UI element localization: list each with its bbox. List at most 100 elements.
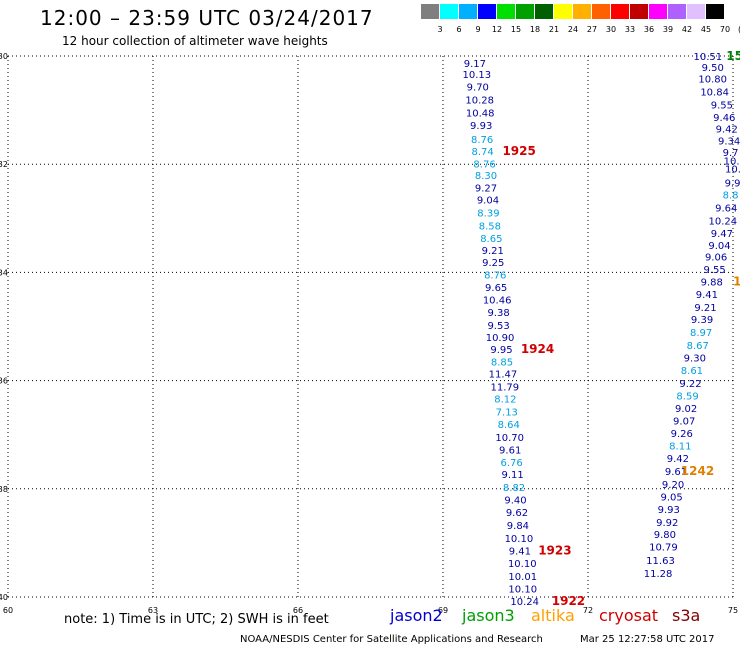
wave-height-value: 9.61 <box>665 467 687 478</box>
time-mark: 1923 <box>538 543 571 557</box>
wave-height-value: 9.41 <box>509 546 531 557</box>
note-text: note: 1) Time is in UTC; 2) SWH is in fe… <box>64 612 329 627</box>
wave-height-value: 8.61 <box>681 366 703 377</box>
wave-height-value: 9.11 <box>501 470 523 481</box>
wave-height-value: 9.95 <box>490 345 512 356</box>
x-tick-label: 66 <box>293 606 303 615</box>
wave-height-value: 9.39 <box>691 315 713 326</box>
wave-height-value: 9.88 <box>701 278 723 289</box>
satellite-name-altika: altika <box>531 606 575 625</box>
wave-height-value: 10.90 <box>486 333 515 344</box>
wave-height-value: 9.05 <box>660 492 682 503</box>
wave-height-value: 10. <box>724 156 740 167</box>
wave-height-value: 9.25 <box>482 258 504 269</box>
wave-height-value: 6.76 <box>501 458 523 469</box>
legend-swatch <box>535 4 553 19</box>
timestamp-text: Mar 25 12:27:58 UTC 2017 <box>580 634 715 645</box>
legend-swatch <box>611 4 629 19</box>
wave-height-value: 11.79 <box>491 383 520 394</box>
wave-height-value: 8.82 <box>503 483 525 494</box>
wave-height-value: 9.70 <box>467 82 489 93</box>
y-tick-label: -32 <box>0 160 8 169</box>
wave-height-value: 8.85 <box>491 358 513 369</box>
wave-height-value: 7.13 <box>496 407 518 418</box>
satellite-name-jason3: jason3 <box>462 606 515 625</box>
wave-height-value: 9.55 <box>711 101 733 112</box>
wave-height-value: 10.28 <box>465 95 494 106</box>
legend-swatch <box>706 4 724 19</box>
legend-label: 6 <box>456 25 462 34</box>
wave-height-value: 10. <box>725 165 740 176</box>
wave-height-value: 9.42 <box>716 124 738 135</box>
wave-height-value: 9.9 <box>725 179 740 190</box>
time-mark: 1922 <box>552 594 585 608</box>
credit-text: NOAA/NESDIS Center for Satellite Applica… <box>240 634 543 645</box>
legend-swatch <box>516 4 534 19</box>
legend-label: 45 <box>700 25 712 34</box>
wave-height-value: 8.58 <box>479 221 501 232</box>
legend-swatch <box>649 4 667 19</box>
x-tick-label: 75 <box>728 606 738 615</box>
legend-label: 15 <box>510 25 522 34</box>
wave-height-value: 9.38 <box>487 308 509 319</box>
wave-height-value: 9.26 <box>671 429 693 440</box>
wave-height-value: 10.10 <box>508 559 537 570</box>
wave-height-value: 10.70 <box>495 433 524 444</box>
x-tick-label: 60 <box>3 606 13 615</box>
legend-label: 30 <box>605 25 617 34</box>
time-mark: 1925 <box>502 144 535 158</box>
wave-height-value: 8.74 <box>472 147 494 158</box>
wave-height-value: 9.02 <box>675 404 697 415</box>
legend-label: 18 <box>529 25 541 34</box>
legend-swatch <box>573 4 591 19</box>
wave-height-value: 9.04 <box>708 241 730 252</box>
legend-swatch <box>554 4 572 19</box>
y-tick-label: -40 <box>0 593 8 602</box>
legend-label: 42 <box>681 25 693 34</box>
wave-height-value: 9.64 <box>715 203 737 214</box>
legend-label: 9 <box>475 25 481 34</box>
legend-swatch <box>421 4 439 19</box>
wave-height-value: 8.12 <box>494 394 516 405</box>
wave-height-value: 9.42 <box>667 454 689 465</box>
wave-height-value: 9.93 <box>470 121 492 132</box>
wave-height-value: 9.06 <box>705 253 727 264</box>
x-tick-label: 69 <box>438 606 448 615</box>
wave-height-value: 9.30 <box>684 353 706 364</box>
wave-height-value: 10.84 <box>700 88 729 99</box>
legend-label: 21 <box>548 25 560 34</box>
wave-height-value: 9.41 <box>696 290 718 301</box>
time-mark: 1924 <box>521 342 554 356</box>
wave-height-value: 8.65 <box>480 234 502 245</box>
wave-height-value: 9.7 <box>723 148 739 159</box>
wave-height-value: 9.21 <box>482 246 504 257</box>
legend-swatch <box>687 4 705 19</box>
legend-label: 12 <box>491 25 503 34</box>
legend-label: 3 <box>437 25 443 34</box>
wave-height-value: 9.46 <box>713 113 735 124</box>
wave-height-value: 10.46 <box>483 295 512 306</box>
x-tick-label: 72 <box>583 606 593 615</box>
wave-height-value: 9.34 <box>718 136 740 147</box>
wave-height-value: 11.63 <box>646 556 675 567</box>
wave-height-value: 8.11 <box>669 442 691 453</box>
wave-height-value: 10.51 <box>694 52 723 63</box>
wave-height-value: 8.67 <box>687 341 709 352</box>
wave-height-value: 9.22 <box>679 379 701 390</box>
wave-height-value: 9.93 <box>658 505 680 516</box>
wave-height-value: 10.10 <box>508 584 537 595</box>
wave-height-value: 8.76 <box>484 271 506 282</box>
wave-height-value: 9.07 <box>673 417 695 428</box>
wave-height-value: 10.01 <box>508 572 537 583</box>
wave-height-value: 9.27 <box>475 183 497 194</box>
y-tick-label: -34 <box>0 268 8 277</box>
page-title: 12:00 – 23:59 UTC 03/24/2017 <box>40 6 374 30</box>
legend-label: 70 <box>719 25 731 34</box>
page-subtitle: 12 hour collection of altimeter wave hei… <box>62 34 328 48</box>
wave-height-value: 8.76 <box>473 160 495 171</box>
wave-height-value: 9.62 <box>506 508 528 519</box>
wave-height-value: 8.97 <box>690 328 712 339</box>
y-tick-label: -30 <box>0 52 8 61</box>
satellite-name-jason2: jason2 <box>390 606 443 625</box>
